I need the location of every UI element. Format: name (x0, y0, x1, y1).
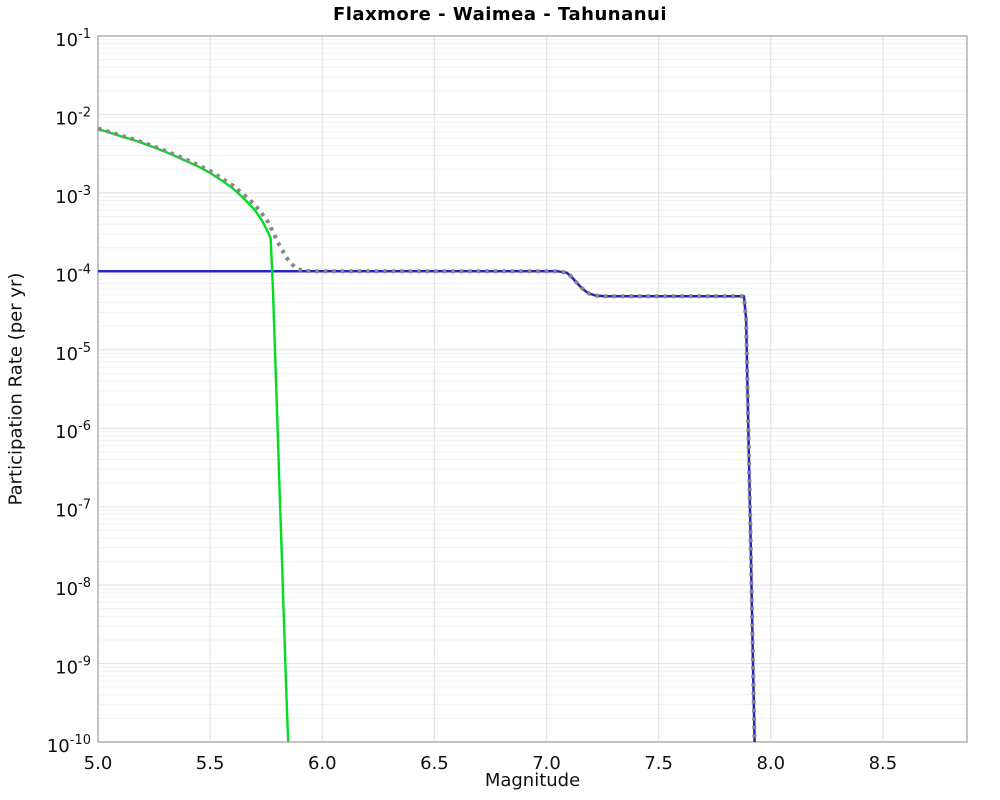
x-tick-label: 6.0 (308, 753, 337, 774)
series-blue-solid (98, 270, 756, 743)
x-tick-label: 8.5 (869, 753, 898, 774)
series-green-solid (97, 127, 290, 743)
chart-title: Flaxmore - Waimea - Tahunanui (332, 4, 668, 25)
x-tick-label: 5.5 (196, 753, 225, 774)
plot-frame (97, 35, 968, 743)
x-tick-label: 5.0 (84, 753, 113, 774)
y-tick-label: 10-6 (55, 419, 91, 443)
y-tick-label: 10-2 (55, 105, 91, 129)
y-tick-label: 10-7 (55, 498, 91, 522)
x-tick-label: 7.0 (532, 753, 561, 774)
x-tick-label: 7.5 (644, 753, 673, 774)
x-tick-label: 6.5 (420, 753, 449, 774)
y-tick-label: 10-5 (55, 341, 91, 365)
y-tick-label: 10-4 (55, 262, 91, 286)
y-axis-label: Participation Rate (per yr) (5, 272, 27, 506)
y-tick-label: 10-10 (47, 733, 91, 757)
y-tick-label: 10-1 (55, 27, 91, 51)
series-gray-dotted (97, 126, 757, 743)
x-tick-label: 8.0 (756, 753, 785, 774)
x-axis-label: Magnitude (484, 770, 581, 791)
y-tick-label: 10-3 (55, 184, 91, 208)
y-tick-label: 10-8 (55, 576, 91, 600)
y-tick-label: 10-9 (55, 655, 91, 679)
